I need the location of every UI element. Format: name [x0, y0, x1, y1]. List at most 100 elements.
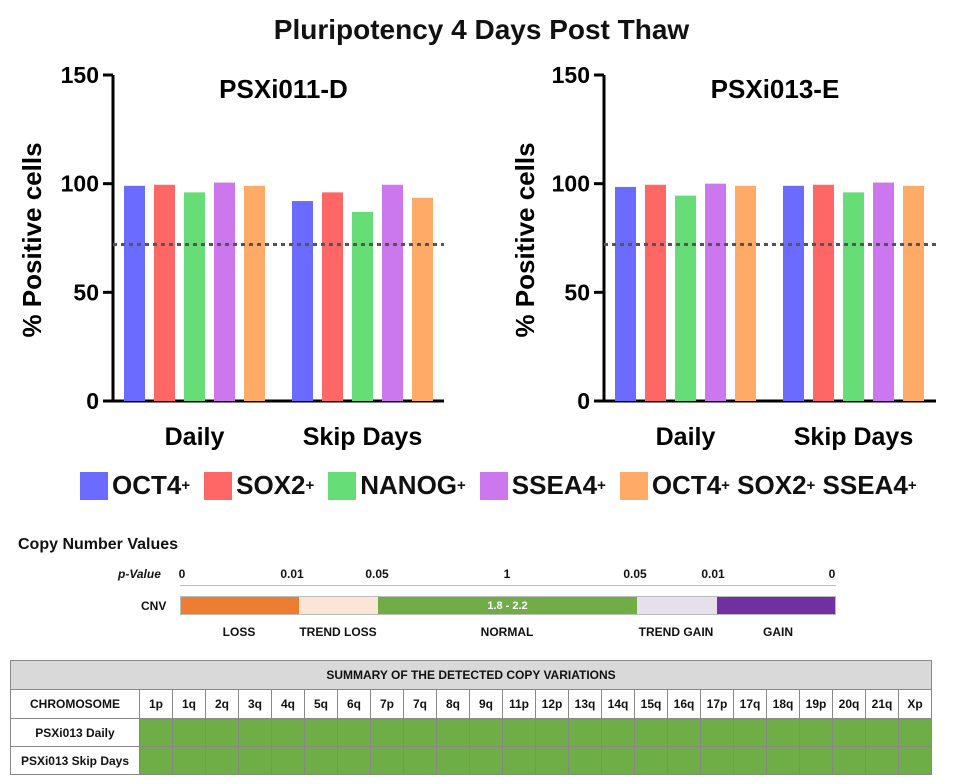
legend-label-sox2: SOX2 — [236, 470, 306, 500]
bar-charts: 0 50 100 150 % Positive cells PSXi011-D Daily S… — [17, 62, 936, 451]
status-cell — [502, 746, 536, 775]
status-cell — [898, 746, 932, 775]
pvalue-tick: 0 — [178, 567, 186, 581]
bar-oct4-daily — [615, 186, 636, 401]
legend-sup-ssea4: + — [597, 477, 606, 494]
legend-item-ssea4: SSEA4 + — [479, 470, 606, 501]
status-cell — [898, 718, 932, 747]
status-cell — [535, 718, 569, 747]
legend: OCT4 + SOX2 + NANOG + SSEA4 + OCT4 + SOX2 + SS… — [80, 470, 931, 501]
status-cell — [403, 746, 437, 775]
legend-sup-nanog: + — [457, 477, 466, 494]
chromosome-col-header: 12p — [535, 689, 569, 719]
cnv-segment-label-normal: NORMAL — [480, 625, 534, 639]
chromosome-col-header: 16q — [667, 689, 701, 719]
status-cell — [733, 718, 767, 747]
status-cell — [304, 746, 338, 775]
chromosome-col-header: 4q — [271, 689, 305, 719]
legend-item-triple: OCT4 + SOX2 + SSEA4 + — [619, 470, 917, 501]
y-tick-label: 50 — [73, 279, 99, 305]
cnv-summary-table: SUMMARY OF THE DETECTED COPY VARIATIONS … — [10, 660, 932, 775]
legend-swatch-oct4 — [80, 471, 108, 500]
pvalue-tick: 0.01 — [280, 567, 304, 581]
bar-ssea4-skip-days — [382, 184, 403, 401]
chromosome-col-header: 5q — [304, 689, 338, 719]
pvalue-tick: 0 — [828, 567, 836, 581]
chromosome-col-header: 21q — [865, 689, 899, 719]
legend-swatch-triple — [619, 471, 648, 500]
cnv-segment-label-loss: LOSS — [222, 625, 256, 639]
pvalue-tick: 0.05 — [623, 567, 647, 581]
chromosome-col-header: 13q — [568, 689, 602, 719]
chromosome-col-header: 17q — [733, 689, 767, 719]
status-cell — [238, 746, 272, 775]
chromosome-header: CHROMOSOME — [10, 689, 140, 719]
cnv-label: CNV — [141, 599, 167, 613]
bar-sox2-skip-days — [322, 192, 343, 401]
status-cell — [535, 746, 569, 775]
cnv-segment-trend-loss — [299, 597, 378, 614]
summary-table-title: SUMMARY OF THE DETECTED COPY VARIATIONS — [10, 660, 932, 690]
legend-item-sox2: SOX2 + — [204, 470, 314, 501]
chromosome-col-header: 6q — [337, 689, 371, 719]
chromosome-col-header: 17p — [700, 689, 734, 719]
chromosome-col-header: 18q — [766, 689, 800, 719]
bar-oct4-skip-days — [783, 185, 804, 401]
chromosome-col-header: 19p — [799, 689, 833, 719]
status-cell — [502, 718, 536, 747]
legend-swatch-sox2 — [204, 471, 233, 500]
status-cell — [799, 746, 833, 775]
status-cell — [238, 718, 272, 747]
y-axis-label: % Positive cells — [510, 142, 540, 337]
status-cell — [271, 746, 305, 775]
cnv-segment-label-trend-gain: TREND GAIN — [638, 625, 714, 639]
status-cell — [832, 746, 866, 775]
bar-nanog-skip-days — [843, 192, 864, 401]
x-tick-label: Skip Days — [794, 423, 914, 451]
x-tick-label: Daily — [165, 423, 225, 451]
y-tick-label: 150 — [61, 62, 99, 88]
chromosome-col-header: 7p — [370, 689, 404, 719]
status-cell — [436, 746, 470, 775]
bar-nanog-skip-days — [352, 211, 373, 401]
chromosome-col-header: 8q — [436, 689, 470, 719]
chromosome-col-header: 14q — [601, 689, 635, 719]
cnv-scale-bar: 1.8 - 2.2 — [180, 596, 836, 615]
pvalue-axis-line — [180, 585, 836, 586]
status-cell — [667, 746, 701, 775]
status-cell — [205, 718, 239, 747]
x-tick-label: Daily — [656, 423, 716, 451]
status-cell — [865, 746, 899, 775]
table-row: PSXi013 Daily — [10, 718, 932, 747]
status-cell — [601, 718, 635, 747]
status-cell — [304, 718, 338, 747]
status-cell — [370, 718, 404, 747]
status-cell — [700, 718, 734, 747]
row-label: PSXi013 Daily — [10, 718, 140, 747]
legend-item-nanog: NANOG + — [328, 470, 466, 501]
cnv-segment-label-trend-loss: TREND LOSS — [299, 625, 377, 639]
legend-label-triple-sox2: SOX2 — [737, 470, 807, 500]
status-cell — [139, 746, 173, 775]
y-tick-label: 150 — [552, 62, 590, 88]
chromosome-col-header: 11p — [502, 689, 536, 719]
status-cell — [601, 746, 635, 775]
chromosome-col-header: 20q — [832, 689, 866, 719]
bar-nanog-daily — [184, 192, 205, 401]
chromosome-col-header: 7q — [403, 689, 437, 719]
legend-item-oct4: OCT4 + — [80, 470, 190, 501]
legend-label-nanog: NANOG — [360, 470, 458, 500]
legend-label-ssea4: SSEA4 — [511, 470, 598, 500]
cnv-title: Copy Number Values — [18, 536, 179, 553]
chart-title: PSXi011-D — [219, 74, 348, 104]
bar-oct4-sox2-ssea4--daily — [735, 185, 756, 401]
chromosome-col-header: 15q — [634, 689, 668, 719]
status-cell — [667, 718, 701, 747]
bar-oct4-daily — [124, 185, 145, 401]
status-cell — [436, 718, 470, 747]
status-cell — [634, 718, 668, 747]
x-tick-label: Skip Days — [303, 423, 423, 451]
status-cell — [733, 746, 767, 775]
status-cell — [469, 718, 503, 747]
status-cell — [172, 718, 206, 747]
